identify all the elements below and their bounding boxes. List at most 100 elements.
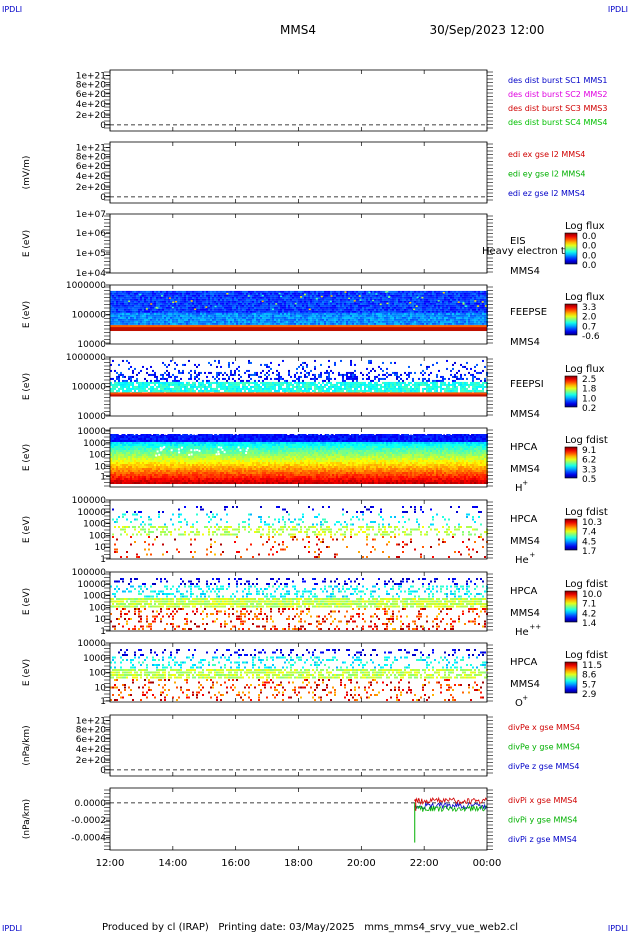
panel-eis-colorbar [565,233,577,264]
panel-feepse-instrument-label: FEEPSE [510,307,547,318]
panel-feepsi-colorbar-tick: 1.0 [582,394,597,404]
panel-hpca_he2-ytick-label: 1 [100,627,106,637]
panel-divpe-ylabel: (nPa/km) [22,725,32,765]
panel-feepsi-spacecraft-label: MMS4 [510,409,540,420]
panel-divpi-traces [415,798,487,843]
panel-hpca_h-colorbar-tick: 9.1 [582,446,596,456]
panel-divpi-ytick-label: -0.0002 [71,816,106,826]
panel-hpca_h-ytick-label: 1000 [83,439,106,449]
panel-hpca_he1-species-charge: + [529,551,535,559]
panel-edi-ytick-label: 6e+20 [76,162,107,172]
panel-hpca_he2-colorbar-tick: 1.4 [582,619,597,629]
panel-hpca_o-instrument-label: HPCA [510,657,538,668]
panel-density-ytick-label: 0 [100,121,106,131]
panel-hpca_he2-ytick-label: 10 [95,615,107,625]
panel-feepsi-heatmap [110,360,488,397]
panel-hpca_h-ytick-label: 100 [89,451,106,461]
x-tick-label: 16:00 [221,858,250,869]
panel-divpe-ytick-label: 4e+20 [76,745,107,755]
panel-hpca_h-ylabel: E (eV) [22,444,32,471]
panel-eis-ytick-label: 1e+06 [76,229,107,239]
x-tick-label: 00:00 [473,858,502,869]
panel-eis-ylabel: E (eV) [22,230,32,257]
panel-hpca_he2-colorbar-tick: 7.1 [582,600,596,610]
panel-feepse-colorbar-tick: 3.3 [582,303,596,313]
panel-feepsi-colorbar-tick: 2.5 [582,375,596,385]
panel-hpca_he1-colorbar-tick: 1.7 [582,547,596,557]
panel-divpe-ytick-label: 0 [100,766,106,776]
panel-feepsi-colorbar-title: Log flux [565,364,605,375]
panel-edi-ytick-label: 0 [100,193,106,203]
x-tick-label: 20:00 [347,858,376,869]
panel-hpca_h-heatmap [110,431,488,484]
panel-edi-ylabel: (mV/m) [22,156,32,190]
panel-feepsi-colorbar-tick: 0.2 [582,404,596,414]
panel-hpca_he2-ytick-label: 10000 [77,580,106,590]
panel-hpca_o-spacecraft-label: MMS4 [510,679,540,690]
panel-hpca_he2-species-label: He [515,627,529,638]
panel-hpca_he2-ytick-label: 100 [89,603,106,613]
panel-feepse-colorbar-tick: 0.7 [582,322,596,332]
panel-divpe: (nPa/km)1e+218e+206e+204e+202e+200divPe … [22,715,580,776]
x-tick-label: 22:00 [410,858,439,869]
panel-feepse-ytick-label: 1000000 [66,281,106,291]
panel-feepsi-ylabel: E (eV) [22,373,32,400]
panel-hpca_h-colorbar-tick: 6.2 [582,456,596,466]
panel-hpca_he1-colorbar-tick: 4.5 [582,537,596,547]
panel-density-legend-entry: des dist burst SC3 MMS3 [508,104,607,113]
panel-hpca_he1-ytick-label: 100 [89,531,106,541]
corner-label-top-left: IPDLI [2,5,22,14]
panel-divpi-ytick-label: 0.0000 [75,799,107,809]
panel-hpca_he2-colorbar-tick: 4.2 [582,609,596,619]
panel-eis-frame [110,214,487,273]
panel-hpca_he2-colorbar-tick: 10.0 [582,590,602,600]
panel-hpca_o-heatmap [110,649,488,701]
panel-divpi-frame [110,788,487,850]
panel-hpca_he1-ytick-label: 1000 [83,520,106,530]
panel-divpi-ytick-label: -0.0004 [71,834,106,844]
panel-feepsi-ytick-label: 1000000 [66,353,106,363]
panel-divpi-legend-entry: divPi y gse MMS4 [508,816,577,825]
panel-eis-overlay-label: Heavy electron to [482,246,571,257]
panel-hpca_h-ytick-label: 1 [100,472,106,482]
panel-feepse-colorbar-tick: -0.6 [582,332,600,342]
panel-hpca_h-ytick-label: 10000 [77,427,106,437]
panel-hpca_h-colorbar-tick: 0.5 [582,475,596,485]
spacecraft-title: MMS4 [280,23,316,37]
panel-divpi-legend-entry: divPi x gse MMS4 [508,796,577,805]
panel-hpca_o-ytick-label: 1000 [83,654,106,664]
panel-feepse-heatmap [110,291,488,331]
panel-hpca_h-colorbar [565,447,577,478]
panel-divpi-legend-entry: divPi z gse MMS4 [508,835,577,844]
panel-divpe-legend-entry: divPe y gse MMS4 [508,743,580,752]
panel-hpca_he1-ytick-label: 1 [100,555,106,565]
panel-feepse-ytick-label: 100000 [72,311,107,321]
panel-hpca_he2-colorbar-title: Log fdist [565,579,608,590]
panel-hpca_he2: E (eV)100000100001000100101HPCAMMS4He++L… [22,568,608,638]
panel-density-ytick-label: 4e+20 [76,100,107,110]
panel-edi-legend-entry: edi ey gse l2 MMS4 [508,170,586,179]
panel-hpca_o-colorbar-tick: 2.9 [582,690,597,700]
panel-divpe-legend-entry: divPe x gse MMS4 [508,723,580,732]
panel-edi-ytick-label: 4e+20 [76,172,107,182]
panel-feepse-ytick-label: 10000 [77,340,106,350]
panel-hpca_he2-instrument-label: HPCA [510,586,538,597]
panel-hpca_he2-heatmap [110,578,488,630]
panel-hpca_he1-instrument-label: HPCA [510,514,538,525]
panel-density-legend-entry: des dist burst SC4 MMS4 [508,118,607,127]
panel-divpe-ytick-label: 2e+20 [76,756,107,766]
x-tick-label: 14:00 [158,858,187,869]
panel-feepse-spacecraft-label: MMS4 [510,337,540,348]
panel-hpca_h-spacecraft-label: MMS4 [510,464,540,475]
panel-hpca_o-ytick-label: 100 [89,669,106,679]
panel-eis-ytick-label: 1e+04 [76,269,107,279]
panel-hpca_o-colorbar-tick: 5.7 [582,680,596,690]
panel-feepse-colorbar [565,304,577,335]
panel-feepsi-instrument-label: FEEPSI [510,379,544,390]
